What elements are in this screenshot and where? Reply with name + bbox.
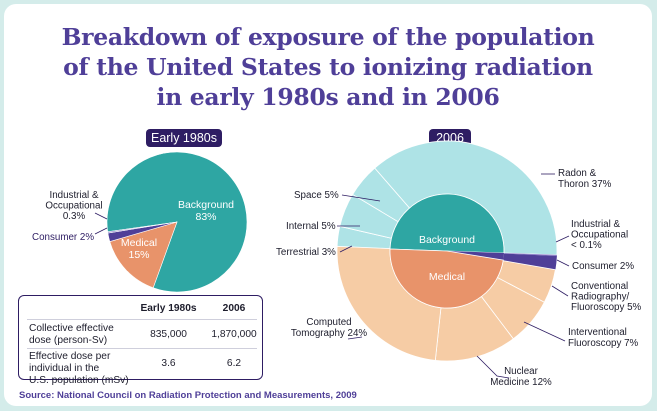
label-nuclear-medicine-line: Nuclear — [504, 366, 538, 377]
label-computed-tomography-line: Computed — [306, 317, 351, 328]
leader-industrial-2006 — [555, 235, 570, 243]
label-terrestrial: Terrestrial 3% — [276, 247, 336, 258]
label-industrial-line: 0.3% — [63, 211, 86, 222]
title-line: Breakdown of exposure of the population — [61, 23, 595, 51]
table-divider — [27, 348, 257, 349]
table-cell-early: 835,000 — [150, 329, 187, 340]
table-cell-2006: 6.2 — [226, 358, 242, 369]
leader-conventional — [551, 285, 569, 297]
label-interventional-fluoroscopy: Interventional Fluoroscopy 7% — [568, 327, 639, 349]
dose-table: Early 1980s 2006 Collective effective do… — [18, 295, 263, 386]
label-interventional-fluoroscopy-line: Interventional — [568, 327, 627, 338]
label-medical-line: 15% — [128, 249, 149, 261]
label-space-line: Space 5% — [294, 190, 339, 201]
table-divider — [27, 319, 257, 320]
label-background-2006-line: Background — [419, 234, 475, 246]
label-background-line: 83% — [195, 211, 216, 223]
label-internal-line: Internal 5% — [286, 221, 336, 232]
table-row-label-line: dose (person-Sv) — [29, 335, 108, 346]
label-computed-tomography-line: Tomography 24% — [291, 328, 368, 339]
label-background-line: Background — [178, 199, 234, 211]
label-interventional-fluoroscopy-line: Fluoroscopy 7% — [568, 338, 639, 349]
leader-terrestrial — [339, 245, 353, 253]
label-industrial-line: Occupational — [45, 201, 102, 212]
label-conventional-radiography-line: Conventional — [571, 281, 628, 292]
label-consumer: Consumer 2% — [32, 232, 94, 243]
label-medical-line: Medical — [121, 237, 157, 249]
inner-medical — [389, 248, 504, 309]
leader-consumer-2006 — [556, 259, 570, 267]
segment-consumer — [503, 253, 557, 270]
table-cell-2006: 1,870,000 — [211, 329, 257, 340]
label-background: Background 83% — [178, 199, 234, 223]
table-row-label: Collective effective dose (person-Sv) — [29, 323, 114, 347]
infographic-card: Breakdown of exposure of the population … — [4, 4, 652, 406]
label-medical: Medical 15% — [121, 237, 157, 261]
label-nuclear-medicine: Nuclear Medicine 12% — [490, 366, 552, 388]
title-line: of the United States to ionizing radiati… — [63, 53, 593, 81]
leader-space — [341, 194, 381, 202]
label-internal: Internal 5% — [286, 221, 336, 232]
label-industrial-line: Industrial & — [49, 190, 98, 201]
table-row-label-line: U.S. population (mSv) — [29, 375, 129, 386]
table-cell-early: 3.6 — [161, 358, 176, 369]
label-industrial-2006-line: Occupational — [571, 230, 628, 241]
label-conventional-radiography-line: Fluoroscopy 5% — [571, 302, 642, 313]
label-consumer-line: Consumer 2% — [32, 232, 94, 243]
segment-industrial — [503, 252, 557, 256]
label-industrial-2006-line: Industrial & — [571, 219, 620, 230]
chart-title-early-1980s: Early 1980s — [146, 129, 222, 147]
label-nuclear-medicine-line: Medicine 12% — [490, 377, 552, 388]
title-line: in early 1980s and in 2006 — [156, 83, 500, 111]
leader-consumer — [94, 227, 108, 235]
label-industrial-2006: Industrial & Occupational < 0.1% — [571, 219, 628, 251]
table-header-2006: 2006 — [222, 303, 246, 314]
label-radon-thoron: Radon & Thoron 37% — [558, 168, 612, 190]
slice-industrial — [107, 221, 178, 234]
label-background-2006: Background — [419, 234, 475, 246]
leader-industrial — [94, 212, 108, 220]
label-industrial: Industrial & Occupational 0.3% — [45, 190, 102, 222]
label-computed-tomography: Computed Tomography 24% — [291, 317, 368, 339]
label-radon-thoron-line: Radon & — [558, 168, 597, 179]
inner-background — [389, 193, 505, 254]
page-title: Breakdown of exposure of the population … — [4, 22, 652, 112]
label-medical-2006-line: Medical — [429, 271, 465, 283]
label-conventional-radiography: Conventional Radiography/Fluoroscopy 5% — [571, 281, 642, 313]
label-space: Space 5% — [294, 190, 339, 201]
table-header-early: Early 1980s — [140, 303, 197, 314]
label-terrestrial-line: Terrestrial 3% — [276, 247, 336, 258]
table-row-label: Effective dose per individual in the U.S… — [29, 351, 129, 387]
table-row-label-line: individual in the — [29, 363, 100, 374]
source-note: Source: National Council on Radiation Pr… — [19, 390, 357, 401]
slice-medical — [109, 221, 178, 289]
leader-interventional — [523, 321, 566, 342]
table-row-label-line: Collective effective — [29, 323, 114, 334]
leader-ct — [347, 336, 363, 340]
label-radon-thoron-line: Thoron 37% — [558, 179, 612, 190]
table-row-label-line: Effective dose per — [29, 351, 111, 362]
label-industrial-2006-line: < 0.1% — [571, 240, 602, 251]
label-consumer-2006: Consumer 2% — [572, 261, 634, 272]
label-conventional-radiography-line: Radiography/ — [571, 292, 630, 303]
pie-charts: Background 83%Medical 15%Consumer 2%Indust… — [32, 140, 642, 388]
leader-nuclear — [476, 355, 510, 379]
label-medical-2006: Medical — [429, 271, 465, 283]
label-consumer-2006-line: Consumer 2% — [572, 261, 634, 272]
